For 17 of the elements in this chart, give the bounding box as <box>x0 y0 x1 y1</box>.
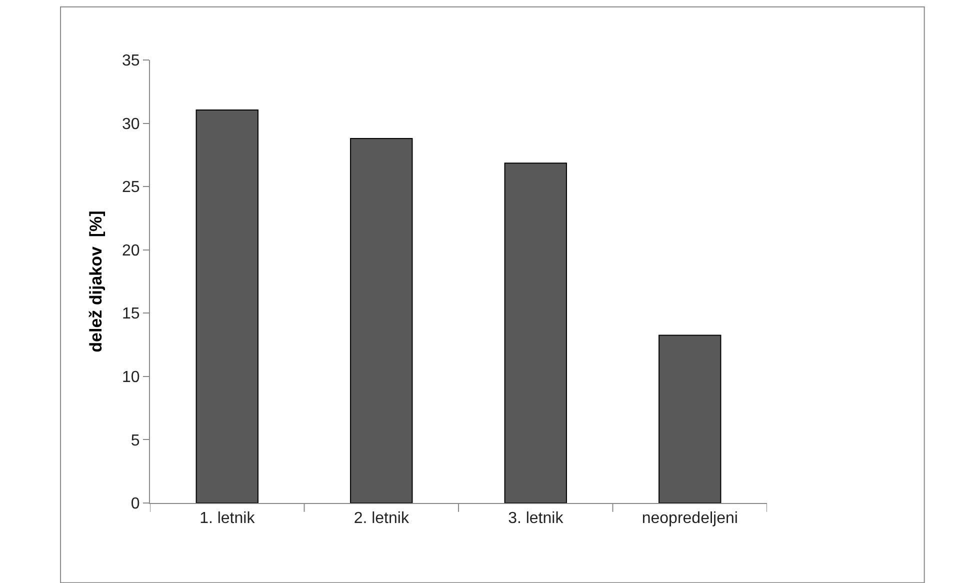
x-tick-label: 3. letnik <box>508 510 564 528</box>
x-tick-label: neopredeljeni <box>642 510 738 528</box>
x-tick-label: 2. letnik <box>354 510 410 528</box>
y-tick-label: 30 <box>122 116 140 133</box>
bar <box>658 334 722 503</box>
bar <box>196 110 258 503</box>
y-tick-label: 25 <box>122 179 140 196</box>
x-tick-label: 1. letnik <box>200 510 256 528</box>
y-tick-label: 15 <box>122 306 140 323</box>
y-tick-label: 5 <box>130 432 140 450</box>
y-tick-label: 35 <box>122 52 140 70</box>
y-axis-title: delež dijakov [%] <box>86 210 106 352</box>
y-tick-label: 0 <box>130 496 140 513</box>
bar <box>350 138 413 503</box>
y-tick-label: 10 <box>122 369 140 386</box>
y-tick-label: 20 <box>122 242 140 260</box>
bar <box>504 162 567 503</box>
